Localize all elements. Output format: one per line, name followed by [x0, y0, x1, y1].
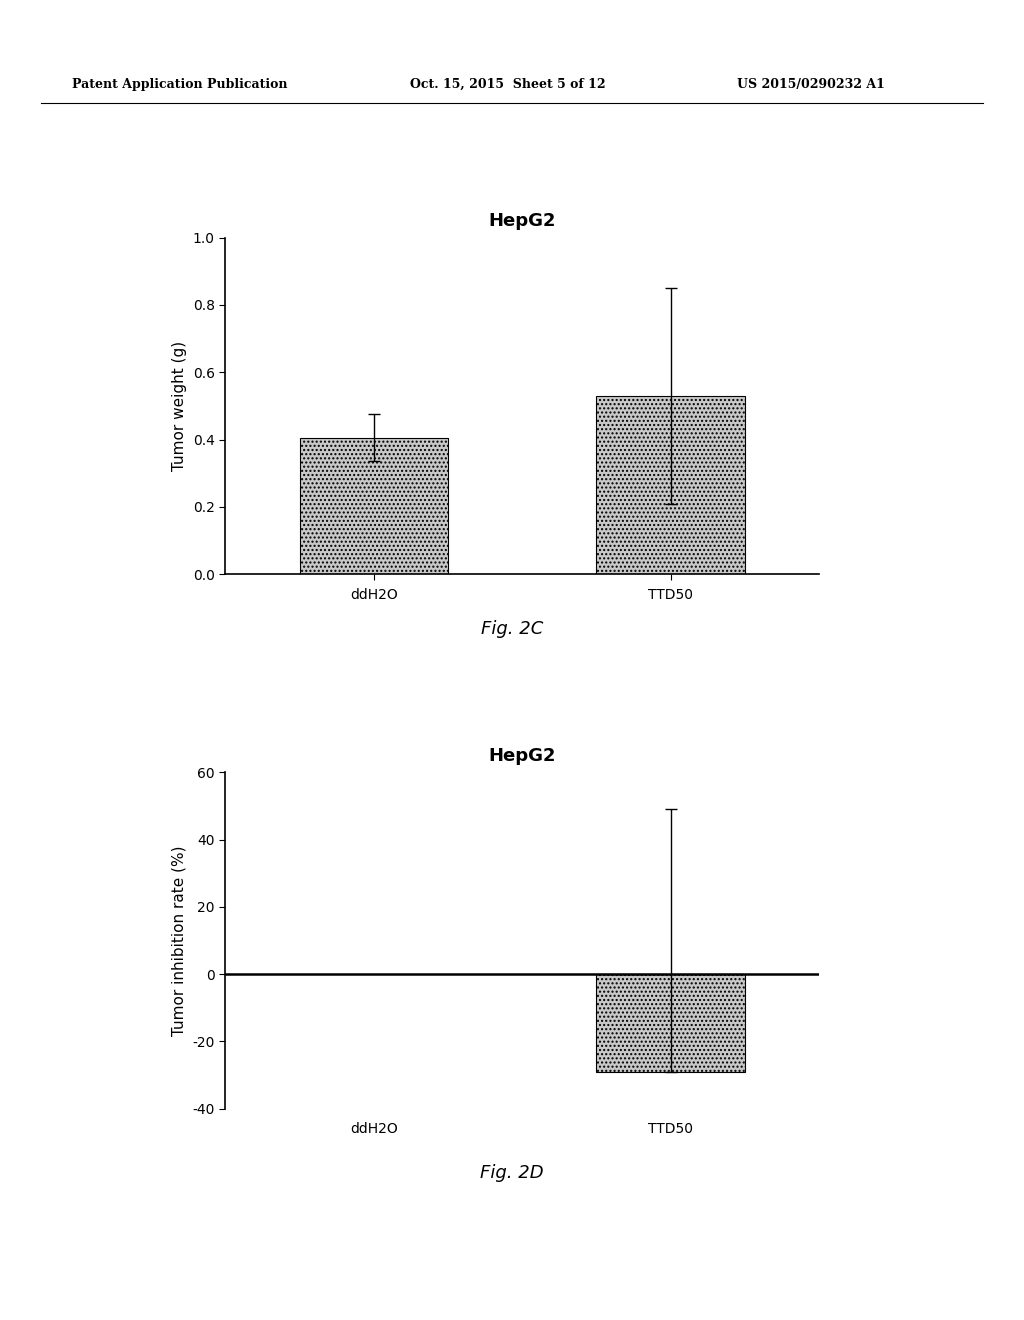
Y-axis label: Tumor inhibition rate (%): Tumor inhibition rate (%)	[172, 845, 187, 1036]
Bar	[596, 396, 745, 574]
Title: HepG2: HepG2	[488, 213, 556, 231]
Text: US 2015/0290232 A1: US 2015/0290232 A1	[737, 78, 885, 91]
Text: Patent Application Publication: Patent Application Publication	[72, 78, 287, 91]
Text: Fig. 2D: Fig. 2D	[480, 1164, 544, 1183]
Text: Oct. 15, 2015  Sheet 5 of 12: Oct. 15, 2015 Sheet 5 of 12	[410, 78, 605, 91]
Y-axis label: Tumor weight (g): Tumor weight (g)	[172, 341, 187, 471]
Bar	[299, 438, 449, 574]
Text: Fig. 2C: Fig. 2C	[481, 620, 543, 639]
Title: HepG2: HepG2	[488, 747, 556, 766]
Bar	[596, 974, 745, 1072]
